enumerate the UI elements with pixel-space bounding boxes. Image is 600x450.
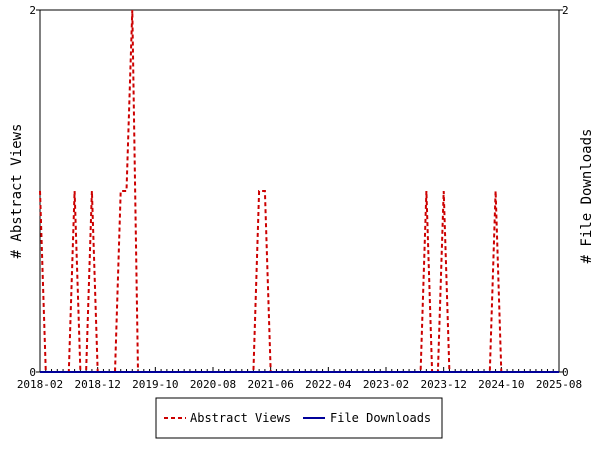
y-left-tick-label: 0 [29,366,36,379]
y-left-tick-label: 2 [29,4,36,17]
legend-label-file-downloads: File Downloads [330,411,431,425]
x-axis-ticks: 2018-02 2018-12 2019-10 2020-08 2021-06 2022-… [17,367,582,391]
y-axis-title-right: # File Downloads [579,129,595,264]
legend-box [155,397,443,439]
series-group [39,9,559,373]
x-tick-label: 2025-08 [536,378,582,391]
x-tick-label: 2019-10 [132,378,178,391]
y-axis-ticks: 0 2 0 2 [29,4,568,379]
y-axis-title-left: # Abstract Views [9,124,25,259]
x-tick-label: 2023-12 [420,378,466,391]
x-tick-label: 2023-02 [363,378,409,391]
x-tick-label: 2021-06 [247,378,293,391]
legend: Abstract Views File Downloads [155,397,443,439]
y-right-tick-label: 2 [562,4,569,17]
x-tick-label: 2024-10 [478,378,524,391]
plot-area [39,9,560,373]
x-tick-label: 2018-12 [74,378,120,391]
y-right-tick-label: 0 [562,366,569,379]
x-tick-label: 2018-02 [17,378,63,391]
legend-label-abstract-views: Abstract Views [190,411,291,425]
x-tick-label: 2020-08 [190,378,236,391]
x-tick-label: 2022-04 [305,378,352,391]
